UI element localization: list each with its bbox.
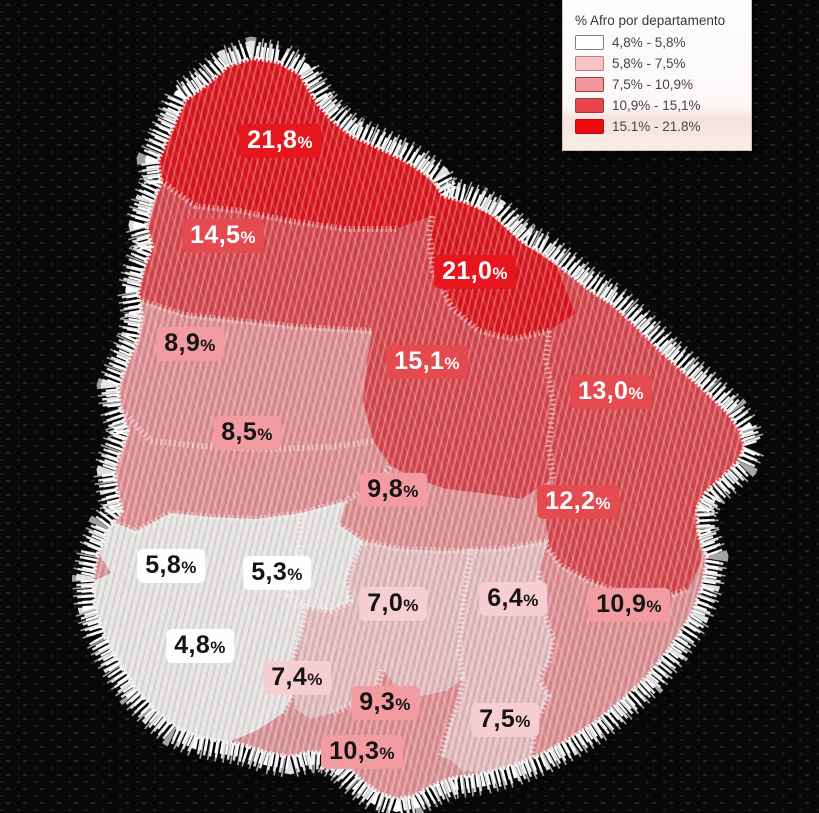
value-label-durazno: 9,8% (359, 472, 427, 508)
percent-sign: % (403, 595, 419, 615)
value-text: 9,3 (359, 687, 396, 716)
percent-sign: % (287, 564, 303, 584)
value-text: 8,9 (164, 328, 201, 357)
value-text: 6,4 (487, 583, 524, 612)
value-text: 7,5 (479, 704, 516, 733)
legend-range: 15.1% - 21.8% (612, 119, 701, 134)
percent-sign: % (200, 335, 216, 355)
value-text: 4,8 (174, 630, 211, 659)
legend-item: 5,8% - 7,5% (575, 56, 741, 71)
value-label-salto: 14,5% (182, 218, 264, 254)
percent-sign: % (379, 743, 395, 763)
percent-sign: % (403, 481, 419, 501)
value-text: 10,3 (329, 736, 380, 765)
legend-range: 4,8% - 5,8% (612, 35, 686, 50)
value-label-rocha: 10,9% (588, 587, 670, 623)
legend: % Afro por departamento 4,8% - 5,8% 5,8%… (562, 0, 752, 151)
legend-range: 5,8% - 7,5% (612, 56, 686, 71)
legend-swatch (575, 98, 604, 113)
value-text: 13,0 (578, 376, 629, 405)
value-text: 21,8 (247, 125, 298, 154)
value-label-canelones: 9,3% (351, 685, 419, 721)
value-text: 7,4 (271, 662, 308, 691)
legend-item: 15.1% - 21.8% (575, 119, 741, 134)
percent-sign: % (523, 590, 539, 610)
value-text: 9,8 (367, 474, 404, 503)
department-stitch-seams (108, 178, 691, 758)
percent-sign: % (240, 227, 256, 247)
percent-sign: % (297, 132, 313, 152)
legend-item: 10,9% - 15,1% (575, 98, 741, 113)
legend-item: 4,8% - 5,8% (575, 35, 741, 50)
value-label-artigas: 21,8% (239, 123, 321, 159)
value-label-soriano: 5,8% (137, 548, 205, 584)
legend-swatch (575, 56, 604, 71)
value-label-rio-negro: 8,5% (213, 415, 281, 451)
percent-sign: % (595, 493, 611, 513)
percent-sign: % (492, 263, 508, 283)
value-label-paysandu: 8,9% (156, 326, 224, 362)
value-label-maldonado: 7,5% (471, 702, 539, 738)
value-label-rivera: 21,0% (434, 254, 516, 290)
value-text: 15,1 (394, 346, 445, 375)
value-text: 5,3 (251, 557, 288, 586)
value-label-treinta-y-tres: 12,2% (537, 484, 619, 520)
value-text: 10,9 (596, 589, 647, 618)
value-label-flores: 5,3% (243, 555, 311, 591)
value-label-florida: 7,0% (359, 586, 427, 622)
percent-sign: % (444, 353, 460, 373)
value-text: 12,2 (545, 486, 596, 515)
legend-title: % Afro por departamento (575, 13, 726, 28)
value-label-san-jose: 7,4% (263, 660, 331, 696)
value-label-tacuarembo: 15,1% (386, 344, 468, 380)
legend-item: 7,5% - 10,9% (575, 77, 741, 92)
percent-sign: % (515, 711, 531, 731)
value-text: 5,8 (145, 550, 182, 579)
percent-sign: % (181, 557, 197, 577)
value-text: 21,0 (442, 256, 493, 285)
value-text: 14,5 (190, 220, 241, 249)
value-text: 7,0 (367, 588, 404, 617)
percent-sign: % (646, 596, 662, 616)
legend-range: 7,5% - 10,9% (612, 77, 694, 92)
value-label-lavalleja: 6,4% (479, 581, 547, 617)
percent-sign: % (395, 694, 411, 714)
percent-sign: % (628, 383, 644, 403)
value-text: 8,5 (221, 417, 258, 446)
legend-swatch (575, 77, 604, 92)
percent-sign: % (257, 424, 273, 444)
legend-swatch (575, 35, 604, 50)
legend-range: 10,9% - 15,1% (612, 98, 701, 113)
legend-swatch (575, 119, 604, 134)
value-label-cerro-largo: 13,0% (570, 374, 652, 410)
percent-sign: % (307, 669, 323, 689)
value-label-montevideo: 10,3% (321, 734, 403, 770)
percent-sign: % (210, 637, 226, 657)
value-label-colonia: 4,8% (166, 628, 234, 664)
